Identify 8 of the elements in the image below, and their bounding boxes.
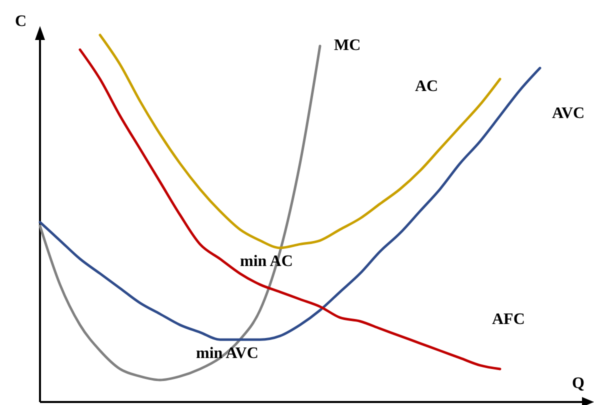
- text: AFC: [492, 310, 525, 328]
- annotation: min AC: [240, 253, 293, 270]
- text: AVC: [552, 105, 585, 122]
- y-axis-title: C: [15, 13, 27, 30]
- series-label: MC: [334, 37, 361, 54]
- text: AC: [415, 78, 438, 96]
- x-axis-title: Q: [572, 375, 584, 392]
- annotation: min AVC: [196, 345, 258, 362]
